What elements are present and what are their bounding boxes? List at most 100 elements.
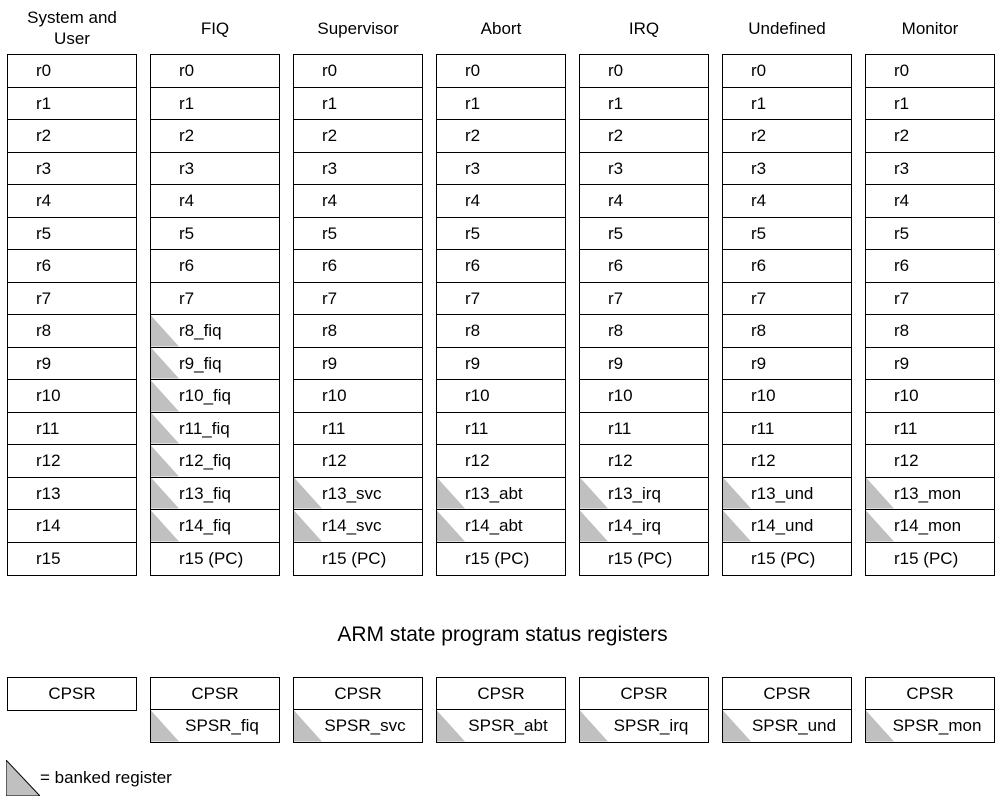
register-cell: r10 — [866, 380, 994, 413]
register-cell: r15 (PC) — [151, 543, 279, 576]
register-label: r6 — [894, 256, 910, 275]
register-cell: r7 — [294, 283, 422, 315]
register-cell: r1 — [723, 88, 851, 120]
register-cell: r0 — [866, 55, 994, 88]
register-label: r8 — [751, 321, 767, 340]
register-label: r11 — [465, 418, 489, 438]
register-label: r7 — [322, 288, 338, 308]
banked-marker-icon — [151, 710, 179, 742]
banked-psr-cell: SPSR_und — [723, 710, 851, 742]
banked-register-cell: r12_fiq — [151, 445, 279, 478]
register-label: r8 — [322, 321, 338, 340]
banked-triangle — [151, 477, 179, 509]
register-label: r12 — [751, 451, 776, 470]
register-cell: r6 — [437, 250, 565, 283]
psr-cell: CPSR — [151, 678, 279, 710]
register-column: r0 r1 r2 r3 r4 r5 r6 r7 r8 r9 r10 r11 r12 r13_svc r14_… — [293, 54, 423, 576]
psr-box: CPSR SPSR_abt — [436, 677, 566, 743]
register-cell: r7 — [866, 283, 994, 315]
banked-triangle — [151, 710, 179, 742]
banked-marker-icon — [723, 710, 751, 742]
register-cell: r2 — [866, 120, 994, 153]
banked-register-cell: r13_und — [723, 477, 851, 510]
register-label: r7 — [36, 288, 52, 308]
register-label: r14_mon — [894, 516, 962, 535]
psr-label: CPSR — [48, 684, 96, 703]
register-cell: r7 — [8, 283, 136, 315]
register-label: r12 — [608, 451, 633, 470]
register-label: r3 — [751, 158, 767, 178]
banked-triangle — [580, 710, 608, 742]
register-cell: r9 — [294, 348, 422, 380]
banked-triangle — [151, 347, 179, 379]
banked-register-legend-mark — [6, 760, 40, 796]
register-label: r9 — [751, 353, 767, 373]
register-cell: r12 — [8, 445, 136, 478]
banked-register-cell: r14_mon — [866, 510, 994, 543]
register-label: r8 — [36, 321, 52, 340]
register-cell: r3 — [294, 153, 422, 185]
banked-triangle — [866, 710, 894, 742]
register-label: r8 — [608, 321, 624, 340]
register-label: r1 — [36, 93, 52, 113]
banked-triangle — [437, 510, 465, 541]
banked-triangle — [866, 477, 894, 509]
register-label: r2 — [608, 126, 624, 145]
register-cell: r3 — [437, 153, 565, 185]
register-cell: r0 — [8, 55, 136, 88]
register-label: r3 — [179, 158, 195, 178]
banked-triangle — [580, 477, 608, 509]
banked-register-cell: r9_fiq — [151, 347, 279, 380]
register-label: r11 — [894, 418, 918, 438]
register-cell: r6 — [580, 250, 708, 283]
register-cell: r8 — [437, 315, 565, 348]
register-cell: r4 — [151, 185, 279, 218]
banked-marker-icon — [437, 477, 465, 509]
psr-box: CPSR — [7, 677, 137, 711]
register-cell: r6 — [8, 250, 136, 283]
register-label: r1 — [465, 93, 481, 113]
register-label: r5 — [465, 223, 481, 243]
register-cell: r4 — [437, 185, 565, 218]
register-label: r12 — [465, 451, 490, 470]
register-cell: r15 (PC) — [580, 543, 708, 576]
register-label: r6 — [322, 256, 338, 275]
register-label: r6 — [465, 256, 481, 275]
register-label: r7 — [751, 288, 767, 308]
register-label: r7 — [179, 288, 195, 308]
banked-marker-icon — [866, 477, 894, 509]
psr-cell: CPSR — [437, 678, 565, 710]
banked-marker-icon — [151, 347, 179, 379]
register-cell: r4 — [8, 185, 136, 218]
register-cell: r8 — [723, 315, 851, 348]
register-label: r9 — [465, 353, 481, 373]
register-label: r12_fiq — [179, 451, 231, 470]
register-cell: r0 — [294, 55, 422, 88]
banked-triangle — [151, 445, 179, 476]
register-label: r4 — [751, 191, 767, 210]
register-cell: r5 — [866, 218, 994, 250]
register-label: r13 — [36, 483, 61, 503]
register-cell: r8 — [8, 315, 136, 348]
register-label: r0 — [751, 61, 767, 80]
register-label: r3 — [608, 158, 624, 178]
register-label: r12 — [36, 451, 61, 470]
register-label: r9 — [322, 353, 338, 373]
register-cell: r12 — [580, 445, 708, 478]
register-label: r2 — [179, 126, 195, 145]
banked-marker-icon — [294, 510, 322, 541]
register-cell: r4 — [294, 185, 422, 218]
banked-register-cell: r8_fiq — [151, 315, 279, 348]
register-cell: r9 — [723, 348, 851, 380]
register-label: r6 — [608, 256, 624, 275]
register-label: r9 — [36, 353, 52, 373]
banked-register-cell: r13_irq — [580, 477, 708, 510]
register-label: r11 — [751, 418, 775, 438]
banked-marker-icon — [580, 710, 608, 742]
register-cell: r0 — [437, 55, 565, 88]
register-cell: r7 — [723, 283, 851, 315]
register-cell: r10 — [437, 380, 565, 413]
psr-label: SPSR_und — [751, 716, 837, 735]
banked-marker-icon — [294, 710, 322, 742]
banked-triangle — [723, 477, 751, 509]
